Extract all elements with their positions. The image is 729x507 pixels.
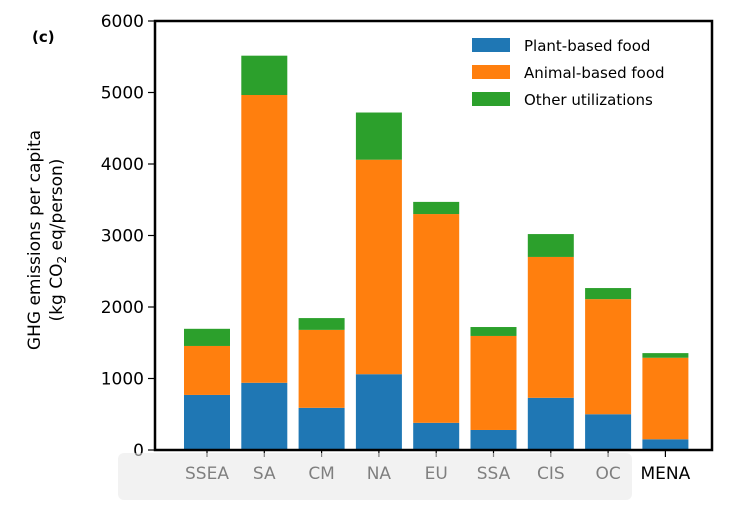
bar-ssa-series-0 (470, 429, 517, 450)
legend-label: Plant-based food (524, 37, 650, 55)
bar-cis-series-1 (527, 256, 574, 398)
bar-oc-series-2 (585, 288, 632, 300)
bar-mena-series-2 (642, 353, 689, 358)
bar-oc-series-0 (585, 414, 632, 450)
bar-eu-series-1 (413, 214, 460, 423)
bar-cis-series-2 (527, 234, 574, 257)
bar-mena-series-0 (642, 439, 689, 450)
y-tick-label: 5000 (101, 84, 144, 104)
x-tick-label: MENA (641, 464, 691, 484)
bar-na-series-1 (355, 159, 402, 375)
bar-ssea-series-0 (184, 394, 230, 450)
bar-cm-series-0 (298, 407, 345, 450)
bar-sa-series-2 (241, 55, 288, 96)
bar-cm-series-1 (298, 329, 345, 408)
bar-ssea-series-1 (184, 345, 230, 395)
plot-frame (153, 19, 714, 452)
y-tick-label: 3000 (101, 227, 144, 247)
legend: Plant-based food Animal-based food Other u… (472, 37, 665, 109)
bar-ssa-series-1 (470, 335, 517, 430)
bar-eu-series-2 (413, 201, 460, 215)
bar-sa-series-0 (241, 382, 288, 450)
legend-label: Animal-based food (524, 64, 665, 82)
bar-oc-series-1 (585, 299, 632, 415)
overlay-toolbar (118, 453, 632, 500)
bar-eu-series-0 (413, 422, 460, 450)
bar-na-series-0 (355, 374, 402, 450)
y-tick-label: 2000 (101, 298, 144, 318)
legend-label: Other utilizations (524, 91, 653, 109)
y-tick-label: 0 (133, 441, 144, 461)
bar-mena-series-1 (642, 357, 689, 440)
bar-sa-series-1 (241, 95, 288, 383)
legend-swatch (472, 38, 510, 52)
legend-swatch (472, 92, 510, 106)
legend-swatch (472, 65, 510, 79)
y-tick-label: 6000 (101, 12, 144, 32)
panel-label: (c) (32, 28, 55, 46)
y-axis-label-line1: GHG emissions per capita (25, 130, 45, 350)
bar-cis-series-0 (527, 397, 574, 450)
bar-ssea-series-2 (184, 328, 230, 346)
y-tick-label: 1000 (101, 370, 144, 390)
y-axis-label-line2: (kg CO2 eq/person) (47, 159, 69, 322)
y-tick-label: 4000 (101, 155, 144, 175)
y-axis-label: GHG emissions per capita (kg CO2 eq/pers… (25, 130, 69, 350)
bar-ssa-series-2 (470, 327, 517, 336)
bar-na-series-2 (355, 112, 402, 160)
bar-cm-series-2 (298, 318, 345, 330)
